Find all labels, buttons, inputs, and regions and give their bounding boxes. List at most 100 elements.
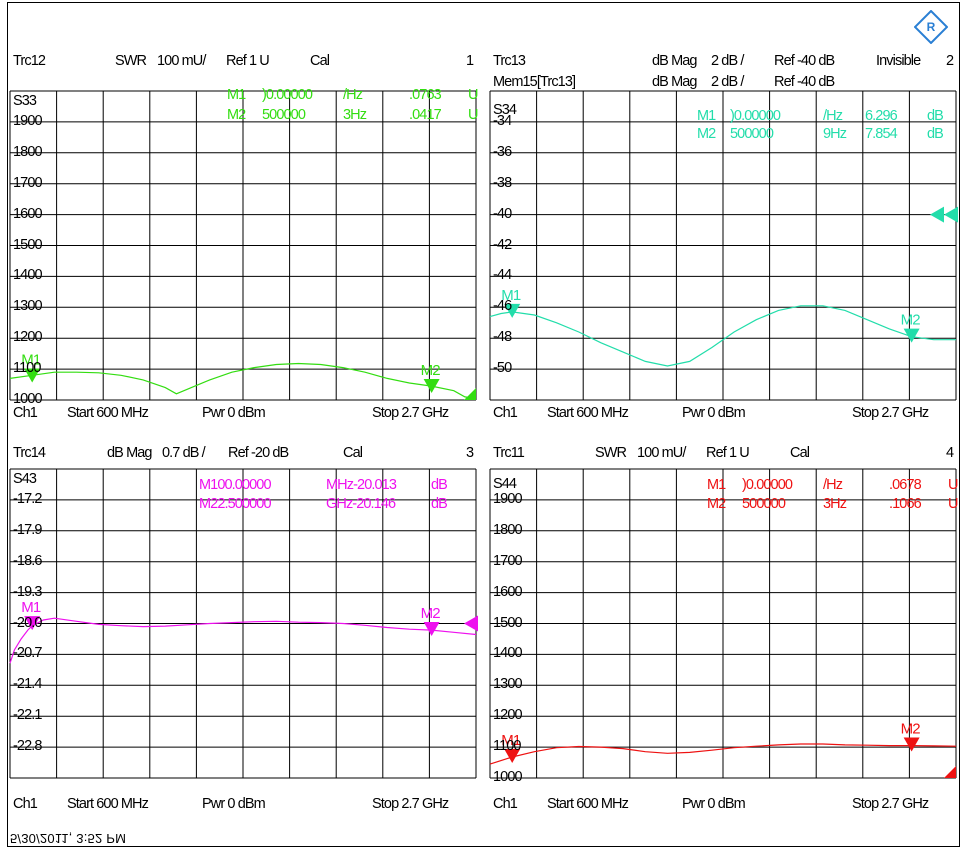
trace-plot: M1 M2 [489,468,957,779]
reference-level-arrow [944,206,958,223]
marker-readout-freq: 500000 [262,107,306,123]
marker-label: M1 [501,287,521,304]
source-power: Pwr 0 dBm [202,405,266,421]
trace-format: SWR [115,53,147,69]
trace-name: Trc12 [13,53,46,69]
channel-label: Ch1 [493,405,518,421]
y-tick-label: 1500 [13,236,43,253]
y-tick-label: -34 [493,112,512,129]
marker-readout-name: M100.00000 [199,477,272,493]
trace-scale: 0.7 dB / [162,445,206,461]
marker-triangle [423,621,440,636]
marker-label: M1 [21,599,41,616]
y-tick-label: -22.8 [13,738,42,755]
y-tick-label: 1600 [493,583,523,600]
marker-label: M2 [421,362,441,379]
marker-readout-unit: U [948,496,958,512]
marker-triangle [24,616,41,631]
y-tick-label: -44 [493,267,512,284]
trace-scale: 2 dB / [711,53,744,69]
marker-readout-freq-unit: 3Hz [343,107,367,123]
source-power: Pwr 0 dBm [682,405,746,421]
marker-readout-freq-unit: GHz-20.146 [326,496,396,512]
trace-plot: M1 M2 [489,90,958,401]
y-tick-label: -42 [493,236,512,253]
marker-readout-freq-unit: /Hz [823,477,843,493]
marker-readout-name: M2 [697,126,716,142]
marker-readout-name: M1 [227,87,246,103]
trace-format: SWR [595,445,627,461]
y-tick-label: -21.4 [13,676,42,693]
marker-readout-name: M22.500000 [199,496,272,512]
trace-name: Trc11 [493,445,525,461]
y-tick-label: 1200 [493,707,523,724]
trace-plot: M1 M2 [9,90,477,401]
trace-ref: Ref 1 U [706,445,750,461]
marker-triangle [504,748,521,763]
cal-status: Cal [790,445,810,461]
trace-scale: 100 mU/ [157,53,206,69]
y-tick-label: 1000 [493,769,523,785]
channel-label: Ch1 [13,405,38,421]
cal-status: Cal [310,53,330,69]
y-tick-label: 1000 [13,391,43,407]
marker-readout-value: .0763 [409,87,442,103]
marker-readout-freq: 500000 [742,496,786,512]
memory-trace-format: dB Mag [652,74,697,90]
trace-ref: Ref 1 U [226,53,270,69]
y-tick-label: -40 [493,205,512,222]
marker-readout-freq: )0.00000 [742,477,793,493]
y-tick-label: 1300 [493,676,523,693]
source-power: Pwr 0 dBm [682,796,746,812]
y-tick-label: -22.1 [13,707,42,724]
marker-triangle [423,379,440,394]
channel-number: 2 [946,53,954,69]
marker-readout-freq-unit: /Hz [343,87,363,103]
trace-ref: Ref -40 dB [774,53,835,69]
marker-readout-unit: U [468,87,478,103]
channel-label: Ch1 [13,796,38,812]
marker-readout-name: M2 [707,496,726,512]
marker-label: M1 [501,732,521,749]
marker-readout-unit: dB [431,496,448,512]
marker-readout-value: .1066 [889,496,922,512]
s-parameter-label: S33 [13,93,37,109]
marker-triangle [903,328,920,343]
trace-name: Trc14 [13,445,46,461]
y-tick-label: 1700 [13,174,43,191]
marker-readout-unit: dB [927,126,944,142]
stop-frequency: Stop 2.7 GHz [372,796,449,812]
marker-readout-unit: dB [927,108,944,124]
source-power: Pwr 0 dBm [202,796,266,812]
y-tick-label: 1800 [13,143,43,160]
marker-readout-value: .0678 [889,477,922,493]
y-tick-label: -46 [493,298,512,315]
channel-label: Ch1 [493,796,518,812]
marker-label: M2 [901,312,921,329]
y-tick-label: 1900 [493,490,523,507]
marker-triangle [903,737,920,752]
memory-trace-ref: Ref -40 dB [774,74,835,90]
marker-readout-freq-unit: 3Hz [823,496,847,512]
y-tick-label: 1700 [493,552,523,569]
reference-level-arrow [930,206,944,223]
y-tick-label: -17.2 [13,490,42,507]
trace-line [489,743,957,765]
marker-readout-unit: U [948,477,958,493]
y-tick-label: 1900 [13,112,43,129]
stop-frequency: Stop 2.7 GHz [852,405,929,421]
y-tick-label: -48 [493,329,512,346]
y-tick-label: 1200 [13,329,43,346]
y-tick-label: -20.7 [13,645,42,662]
marker-readout-name: M2 [227,107,246,123]
marker-readout-value: .0417 [409,107,442,123]
channel-number: 3 [466,445,474,461]
trace-scale: 100 mU/ [637,445,686,461]
trace-line [489,305,956,367]
y-tick-label: 1500 [493,614,523,631]
s-parameter-label: S44 [493,476,517,492]
marker-readout-freq: 500000 [730,126,774,142]
marker-readout-freq-unit: 9Hz [823,126,847,142]
marker-readout-value: 7.854 [865,126,898,142]
offscale-indicator [944,766,956,778]
